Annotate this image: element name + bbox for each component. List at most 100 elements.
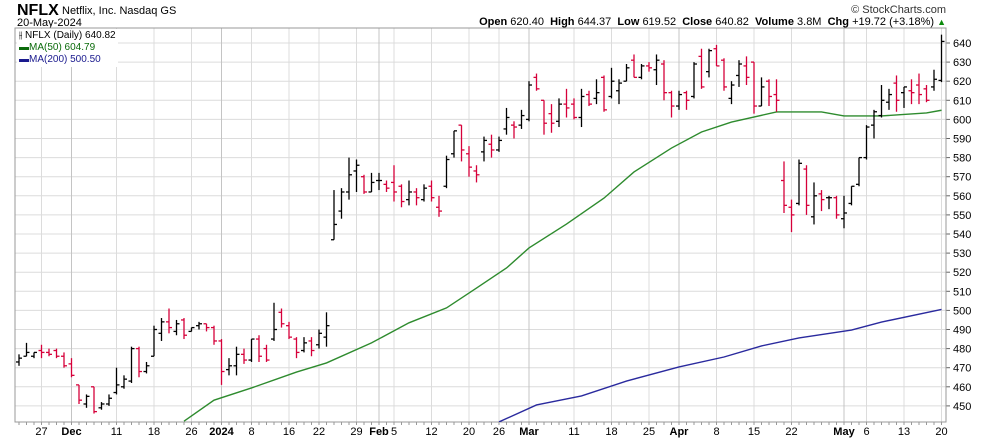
ohlc-bar [436, 195, 442, 217]
x-tick-label: Dec [61, 426, 81, 438]
x-tick-label: 6 [863, 426, 869, 438]
ohlc-bar [818, 190, 825, 212]
ohlc-bar [211, 325, 217, 345]
legend-price-label: NFLX (Daily) 640.82 [25, 30, 116, 41]
ohlc-bar [608, 67, 615, 99]
ohlc-bar [466, 146, 472, 177]
x-tick-label: 12 [425, 426, 437, 438]
ohlc-bar [158, 318, 165, 341]
ohlc-bar [721, 58, 727, 91]
ohlc-bar [646, 62, 652, 72]
company-name: Netflix, Inc. Nasdaq GS [62, 5, 177, 17]
ohlc-bar [698, 48, 705, 89]
chart-legend: ⫲ NFLX (Daily) 640.82 ▬MA(50) 604.79 ▬MA… [17, 29, 118, 67]
open-label: Open [479, 16, 508, 28]
y-tick-label: 580 [953, 153, 971, 165]
ohlc-bar [31, 351, 37, 359]
ohlc-bar [668, 90, 675, 118]
y-tick-label: 500 [953, 305, 971, 317]
brand-watermark: © StockCharts.com [851, 4, 946, 16]
ohlc-bar [526, 81, 532, 122]
y-tick-label: 460 [953, 382, 971, 394]
close-value: 640.82 [715, 16, 749, 28]
ohlc-bar [676, 90, 682, 110]
ohlc-bar [488, 134, 495, 158]
ohlc-bar [803, 165, 810, 215]
ohlc-bar [556, 98, 562, 128]
ohlc-bar [563, 88, 570, 118]
ohlc-bar [443, 155, 450, 189]
volume-value: 3.8M [797, 16, 822, 28]
ohlc-bar [848, 185, 855, 206]
ohlc-bar [938, 34, 945, 83]
ohlc-bar [751, 61, 757, 114]
chg-label: Chg [827, 16, 849, 28]
ohlc-bar [121, 375, 127, 389]
ohlc-bar [218, 339, 225, 385]
ohlc-bar [256, 335, 262, 362]
ohlc-bar [23, 342, 30, 357]
quote-summary: Open 620.40 High 644.37 Low 619.52 Close… [479, 16, 946, 28]
x-tick-label: 11 [111, 426, 122, 438]
x-tick-label: 18 [605, 426, 617, 438]
ohlc-bar [331, 190, 337, 241]
ohlc-bar [548, 104, 555, 133]
x-tick-label: 26 [185, 426, 197, 438]
ohlc-bar [916, 73, 922, 105]
ohlc-bar [683, 90, 690, 110]
ohlc-bar [601, 75, 607, 112]
x-tick-label: 20 [935, 426, 947, 438]
ohlc-bar [316, 329, 322, 349]
y-tick-label: 520 [953, 267, 971, 279]
ohlc-bar [841, 195, 847, 229]
y-tick-label: 630 [953, 57, 971, 69]
x-tick-label: Mar [519, 426, 539, 438]
ohlc-bar [931, 69, 937, 91]
ohlc-bar [413, 188, 420, 206]
ohlc-bar [391, 165, 397, 202]
chg-value: +19.72 (+3.18%) [852, 16, 935, 28]
x-tick-label: 15 [748, 426, 760, 438]
x-tick-label: 27 [35, 426, 47, 438]
ohlc-bar [886, 88, 892, 110]
x-tick-label: 11 [568, 426, 579, 438]
ohlc-bar [383, 180, 390, 192]
ohlc-bar [451, 130, 457, 158]
ohlc-bar [923, 85, 930, 103]
ohlc-bar [458, 124, 465, 162]
ohlc-bar [338, 188, 345, 219]
plot-layer [16, 34, 945, 422]
y-tick-label: 470 [953, 363, 971, 375]
y-tick-label: 600 [953, 114, 971, 126]
ohlc-bar [878, 85, 885, 118]
ohlc-bar [241, 348, 247, 364]
y-tick-label: 450 [953, 401, 971, 413]
ohlc-bar [781, 161, 787, 213]
ohlc-bar [578, 88, 585, 128]
ohlc-bar [833, 195, 840, 219]
ohlc-bar [541, 99, 547, 135]
legend-ma50-label: MA(50) 604.79 [29, 42, 96, 53]
high-label: High [550, 16, 575, 28]
ohlc-bar [173, 319, 180, 336]
ohlc-bar [83, 394, 90, 408]
ohlc-bar [106, 394, 112, 406]
ohlc-bar [136, 346, 142, 378]
ohlc-bar [766, 79, 772, 107]
ohlc-bar [796, 159, 802, 206]
ohlc-bar [53, 348, 60, 359]
open-value: 620.40 [510, 16, 544, 28]
plot-border [14, 27, 947, 423]
ohlc-bar [271, 302, 277, 341]
ohlc-bar [863, 125, 870, 160]
ohlc-bar [68, 358, 75, 378]
y-tick-label: 510 [953, 286, 971, 298]
ohlc-bar [263, 344, 270, 362]
ohlc-bar [91, 386, 97, 414]
x-tick-label: 25 [643, 426, 655, 438]
x-tick-label: May [833, 426, 855, 438]
y-tick-label: 640 [953, 38, 971, 50]
ohlc-bar [361, 174, 367, 194]
ohlc-bar [308, 337, 315, 357]
x-tick-label: Feb [369, 426, 389, 438]
